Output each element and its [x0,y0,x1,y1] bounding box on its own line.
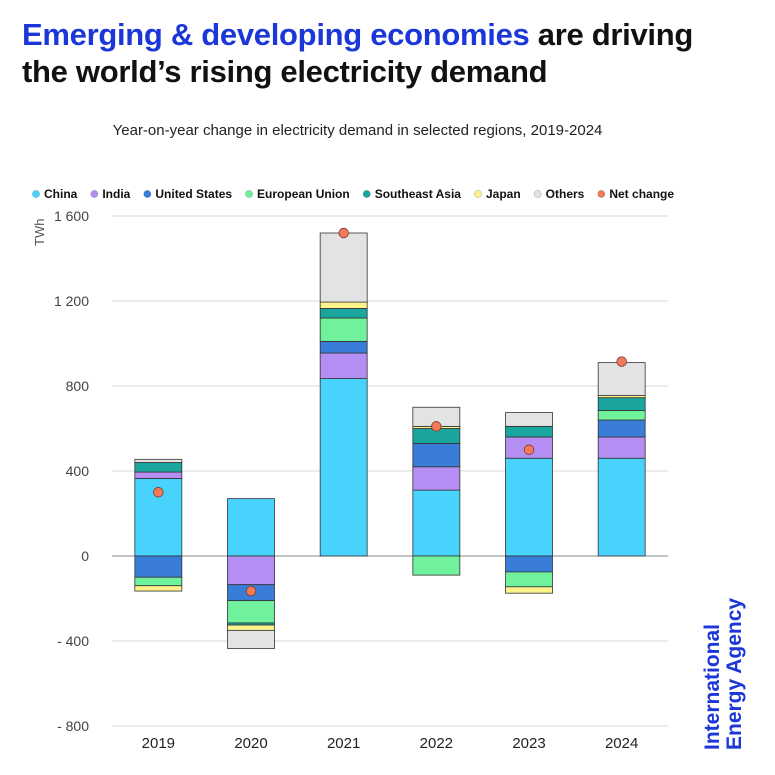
x-tick-label: 2024 [605,735,638,752]
logo-line2: Energy Agency [723,597,746,750]
bar-segment [134,576,183,587]
x-tick-label: 2023 [512,735,545,752]
legend-marker [143,190,152,198]
bar-segment [319,308,368,319]
legend-marker [362,190,371,198]
headline-rest: are driving [529,17,694,52]
x-tick-label: 2020 [234,735,267,752]
legend-label: Others [546,187,585,201]
x-tick-label: 2021 [327,735,360,752]
bar-segment [505,425,553,438]
net-change-point [245,585,257,597]
bar-segment [597,419,646,438]
bar-segment [227,555,275,586]
bar-segment [505,457,553,557]
x-tick-label: 2022 [420,735,453,752]
bar-segment [134,458,183,463]
bar-segment [319,317,368,342]
y-tick-label: - 800 [57,718,89,734]
bar-segment [505,412,553,427]
headline-line2: the world’s rising electricity demand [22,54,548,89]
bar-segment [319,352,368,379]
bar-segment [505,571,553,588]
legend-marker [474,190,482,198]
legend-label: United States [155,187,232,201]
bar-segment [412,466,461,491]
legend-label: Southeast Asia [375,187,462,201]
bar-segment [134,585,183,592]
bar-segment [597,410,646,421]
x-tick-label: 2019 [142,735,175,752]
bar-segment [505,555,553,573]
y-tick-label: 1 200 [54,293,89,309]
net-change-point [153,487,164,498]
bar-segment [319,301,368,309]
bar-segment [597,397,646,411]
headline: Emerging & developing economies are driv… [22,16,762,90]
chart-title: Year-on-year change in electricity deman… [112,122,603,139]
net-change-point [523,444,535,455]
y-tick-label: 0 [81,548,89,564]
y-tick-label: 800 [66,378,90,394]
legend-label: Net change [609,187,674,201]
bar-segment [597,457,646,557]
bar-segment [319,232,368,303]
legend-marker [597,190,606,198]
bar-segment [505,586,553,594]
y-axis-label: TWh [32,219,47,246]
bar-segment [227,629,275,649]
legend-label: India [102,187,130,201]
bar-segment [227,498,275,557]
y-tick-label: - 400 [57,633,89,649]
legend-label: European Union [257,187,350,201]
legend-marker [533,190,542,198]
net-change-point [431,421,442,432]
legend-marker [245,190,253,198]
bar-segment [134,462,183,473]
logo-line1: International [701,623,724,750]
bar-segment [597,362,646,396]
legend-label: Japan [486,187,521,201]
y-tick-label: 400 [66,463,90,479]
bar-segment [412,489,461,557]
net-change-point [616,356,627,367]
headline-highlight: Emerging & developing economies [22,17,530,52]
bar-segment [134,555,183,578]
bar-segment [319,378,368,557]
bar-segment [227,624,275,631]
y-tick-label: 1 600 [54,208,89,224]
bar-segment [134,471,183,479]
net-change-point [338,227,349,239]
legend-marker [32,190,40,198]
bar-segment [597,436,646,459]
legend-marker [90,190,99,198]
iea-logo: International Energy Agency [701,597,746,750]
bar-segment [412,442,461,468]
bar-segment [412,555,461,576]
bar-segment [227,600,275,624]
bar-segment [319,340,368,354]
legend-label: China [44,187,78,201]
